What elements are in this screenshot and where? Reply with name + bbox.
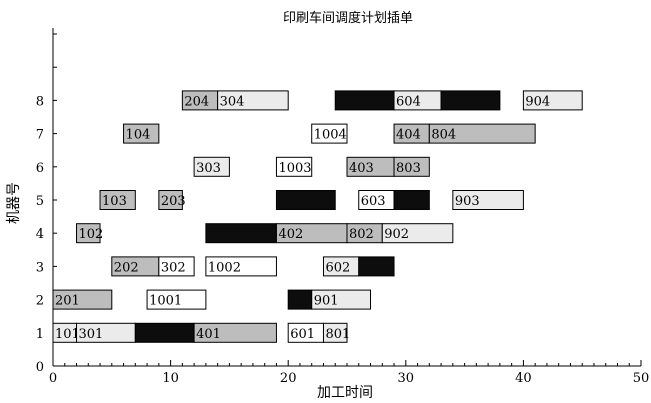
task-bar [311, 289, 372, 310]
task-label: 204 [184, 94, 209, 109]
task-bar [393, 190, 430, 210]
task-bar [275, 156, 313, 177]
task-label: 804 [431, 128, 456, 143]
task-bar [205, 223, 277, 244]
task-bar [52, 289, 113, 310]
task-bar [358, 256, 395, 277]
x-tick-label: 50 [633, 371, 650, 386]
task-label: 602 [325, 260, 350, 275]
task-bar [205, 256, 277, 277]
y-tick-label: 0 [36, 360, 44, 375]
task-label: 803 [396, 161, 421, 176]
x-tick-label: 30 [398, 371, 415, 386]
task-label: 201 [55, 294, 80, 309]
task-label: 604 [396, 94, 421, 109]
task-bar [217, 90, 289, 111]
task-label: 304 [220, 94, 245, 109]
task-label: 1002 [208, 260, 241, 275]
task-label: 104 [126, 128, 151, 143]
task-label: 101 [55, 327, 80, 342]
task-bar [311, 123, 348, 144]
task-bar [393, 156, 430, 177]
task-label: 102 [79, 227, 104, 242]
task-label: 601 [290, 327, 315, 342]
task-bar [158, 190, 183, 210]
x-axis-label: 加工时间 [317, 385, 373, 401]
task-label: 404 [396, 128, 421, 143]
x-tick-label: 0 [49, 371, 57, 386]
x-tick-label: 20 [280, 371, 297, 386]
task-label: 901 [314, 294, 339, 309]
task-bar [428, 123, 536, 144]
task-bar [99, 190, 136, 210]
task-bar [334, 90, 395, 111]
task-label: 203 [161, 194, 186, 209]
task-label: 202 [114, 260, 139, 275]
task-label: 403 [349, 161, 374, 176]
y-tick-label: 6 [36, 161, 44, 176]
task-label: 301 [79, 327, 104, 342]
task-label: 902 [384, 227, 409, 242]
task-label: 401 [196, 327, 221, 342]
task-bar [193, 156, 230, 177]
y-tick-label: 5 [36, 194, 44, 209]
task-label: 1004 [314, 128, 347, 143]
task-label: 1003 [278, 161, 311, 176]
x-tick-label: 40 [515, 371, 532, 386]
task-label: 103 [102, 194, 127, 209]
y-tick-label: 3 [36, 260, 44, 275]
y-tick-label: 2 [36, 294, 44, 309]
y-tick-label: 4 [36, 227, 44, 242]
task-bar [452, 190, 524, 210]
task-bar [193, 322, 277, 343]
task-label: 402 [278, 227, 303, 242]
task-bar [322, 322, 348, 343]
y-tick-label: 7 [36, 128, 44, 143]
task-label: 802 [349, 227, 374, 242]
task-bar [381, 223, 454, 244]
y-tick-label: 8 [36, 94, 44, 109]
y-tick-label: 1 [36, 327, 44, 342]
task-bar [123, 123, 160, 144]
task-bar [146, 289, 207, 310]
x-tick-label: 10 [162, 371, 179, 386]
task-label: 801 [325, 327, 350, 342]
task-label: 1001 [149, 294, 182, 309]
task-bar [134, 322, 195, 343]
task-bar [440, 90, 501, 111]
task-label: 302 [161, 260, 186, 275]
chart-title: 印刷车间调度计划插单 [283, 10, 413, 26]
task-label: 903 [455, 194, 480, 209]
task-bar [522, 90, 583, 111]
task-bar [158, 256, 195, 277]
y-axis-label: 机器号 [6, 182, 22, 224]
task-label: 904 [525, 94, 550, 109]
task-bar [275, 190, 336, 210]
task-bar [76, 223, 101, 244]
task-bar [287, 289, 313, 310]
task-label: 603 [361, 194, 386, 209]
task-label: 303 [196, 161, 221, 176]
